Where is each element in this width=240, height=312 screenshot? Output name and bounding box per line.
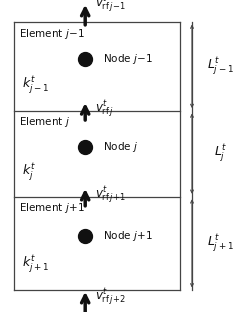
Text: $v^t_{\rm rf\,\mathit{j}\!+\!1}$: $v^t_{\rm rf\,\mathit{j}\!+\!1}$	[95, 184, 126, 206]
Text: $k^t_{j-1}$: $k^t_{j-1}$	[22, 75, 49, 96]
Text: Element $j$: Element $j$	[19, 115, 70, 129]
Text: Node $j\!-\!1$: Node $j\!-\!1$	[103, 52, 154, 66]
Text: $k^t_{j+1}$: $k^t_{j+1}$	[22, 253, 49, 275]
Text: $L^t_{j}$: $L^t_{j}$	[214, 143, 228, 164]
Text: $k^t_{j}$: $k^t_{j}$	[22, 162, 36, 183]
Text: $v^t_{\rm rf\,\mathit{j}\!-\!1}$: $v^t_{\rm rf\,\mathit{j}\!-\!1}$	[95, 0, 126, 15]
Text: Node $j\!+\!1$: Node $j\!+\!1$	[103, 229, 154, 243]
Text: Node $j$: Node $j$	[103, 140, 138, 154]
Text: $L^t_{j-1}$: $L^t_{j-1}$	[207, 56, 234, 77]
Text: $L^t_{j+1}$: $L^t_{j+1}$	[207, 233, 234, 254]
Text: $v^t_{\rm rf\,\mathit{j}\!+\!2}$: $v^t_{\rm rf\,\mathit{j}\!+\!2}$	[95, 287, 126, 309]
Text: Element $j\!-\!1$: Element $j\!-\!1$	[19, 27, 85, 41]
Text: Element $j\!+\!1$: Element $j\!+\!1$	[19, 201, 85, 215]
Text: $v^t_{\rm rf\,\mathit{j}}$: $v^t_{\rm rf\,\mathit{j}}$	[95, 99, 114, 120]
